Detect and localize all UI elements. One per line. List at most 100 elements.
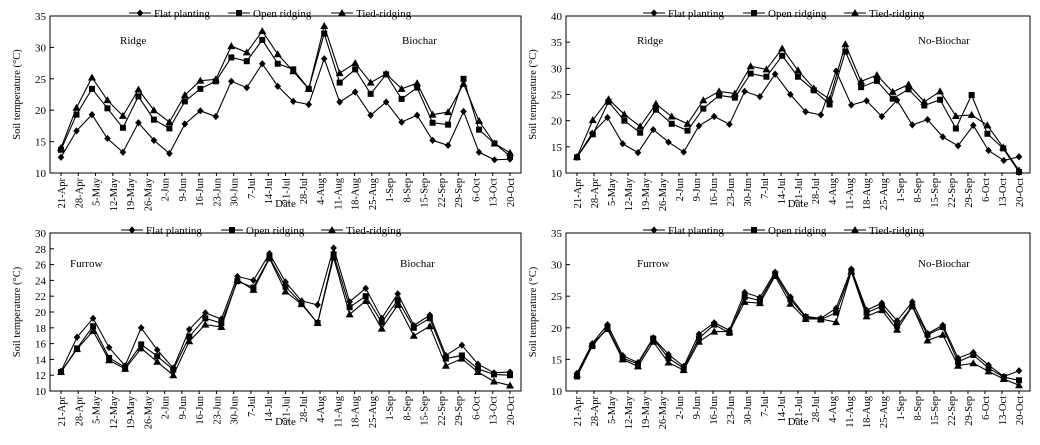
x-tick-label: 21-Jul <box>282 396 293 422</box>
series-line <box>60 24 511 154</box>
data-point <box>150 116 157 123</box>
x-tick-label: 30-Jun <box>743 177 754 206</box>
x-tick-label: 7-Jul <box>760 178 771 199</box>
x-tick-label: 7-Jul <box>760 396 771 417</box>
data-point <box>863 97 870 105</box>
data-point <box>445 121 452 128</box>
data-point <box>428 110 437 118</box>
data-point <box>135 119 142 127</box>
legend-label: Flat planting <box>146 225 202 237</box>
data-point <box>939 133 947 141</box>
data-point <box>201 320 210 328</box>
data-point <box>105 343 113 352</box>
data-point <box>700 105 707 112</box>
legend-entry: Open ridging <box>221 225 305 237</box>
data-point <box>336 98 343 106</box>
data-point <box>985 146 992 155</box>
series-line <box>576 69 1020 161</box>
data-point <box>968 92 975 99</box>
data-point <box>153 346 161 354</box>
data-point <box>665 138 672 146</box>
data-point <box>939 324 946 331</box>
data-point <box>321 30 328 37</box>
data-point <box>924 116 931 124</box>
data-point <box>196 76 205 84</box>
data-point <box>711 321 718 328</box>
y-tick-label: 12 <box>35 370 46 382</box>
data-point <box>170 366 177 373</box>
data-point <box>154 353 161 360</box>
data-point <box>475 116 484 124</box>
data-point <box>741 87 748 95</box>
data-point <box>756 92 764 101</box>
data-point <box>619 140 627 148</box>
data-point <box>444 141 452 149</box>
x-tick-label: 18-Aug <box>862 395 873 428</box>
data-point <box>779 52 786 59</box>
data-point <box>330 244 337 252</box>
x-tick-label: 16-Jun <box>709 177 720 206</box>
data-point <box>351 59 360 67</box>
x-tick-label: 1-Sep <box>385 178 396 203</box>
legend-label: Open ridging <box>246 225 305 237</box>
data-point <box>904 80 913 88</box>
data-point <box>233 275 242 283</box>
legend-marker <box>751 10 757 16</box>
series-open-ridging <box>574 268 1022 384</box>
data-point <box>202 309 209 317</box>
x-tick-label: 22-Sep <box>437 396 448 426</box>
x-tick-label: 30-Jun <box>743 395 754 424</box>
x-tick-label: 19-May <box>126 177 137 211</box>
data-point <box>857 77 866 85</box>
y-tick-label: 18 <box>35 323 47 335</box>
data-point <box>621 117 628 124</box>
data-point <box>367 90 374 97</box>
data-point <box>73 333 81 341</box>
data-point <box>589 131 596 138</box>
data-point <box>921 102 928 109</box>
data-point <box>425 322 434 330</box>
y-tick-label: 10 <box>35 386 47 398</box>
x-tick-label: 11-Aug <box>333 177 344 209</box>
x-tick-label: 18-Aug <box>351 395 362 428</box>
x-tick-label: 28-Jul <box>299 396 310 422</box>
data-point <box>366 78 375 86</box>
data-point <box>809 84 818 92</box>
data-point <box>166 149 173 158</box>
x-tick-label: 20-Oct <box>506 178 517 207</box>
data-point <box>825 95 834 103</box>
x-tick-label: 11-Aug <box>845 177 856 209</box>
data-point <box>683 119 692 127</box>
series-line <box>576 267 1020 378</box>
data-point <box>637 129 644 136</box>
data-point <box>414 84 421 91</box>
data-point <box>169 371 178 379</box>
data-point <box>771 271 780 279</box>
data-point <box>664 358 673 366</box>
x-tick-label: 14-Jul <box>264 178 275 204</box>
data-point <box>842 48 849 55</box>
data-point <box>166 125 173 132</box>
x-axis-title: Date <box>788 198 809 210</box>
data-point <box>121 364 130 372</box>
chart-panel-4: 10 15 20 25 30 35 Soil temperature (°C) 21-Apr 2… <box>528 225 1031 429</box>
data-point <box>197 107 204 115</box>
legend-marker <box>851 9 859 16</box>
x-tick-label: 28-Apr <box>590 177 601 208</box>
data-point <box>103 96 112 104</box>
data-point <box>165 118 174 126</box>
data-point <box>816 314 825 322</box>
x-tick-label: 28-Apr <box>74 395 85 426</box>
data-point <box>954 142 962 150</box>
data-point <box>346 304 353 311</box>
x-tick-label: 21-Jul <box>282 178 293 204</box>
data-point <box>476 126 483 133</box>
series-open-ridging <box>58 30 513 160</box>
data-point <box>118 111 127 119</box>
x-tick-label: 23-Jun <box>726 395 737 424</box>
data-point <box>715 87 724 95</box>
data-point <box>282 283 289 290</box>
data-point <box>726 120 733 128</box>
data-point <box>410 324 417 331</box>
